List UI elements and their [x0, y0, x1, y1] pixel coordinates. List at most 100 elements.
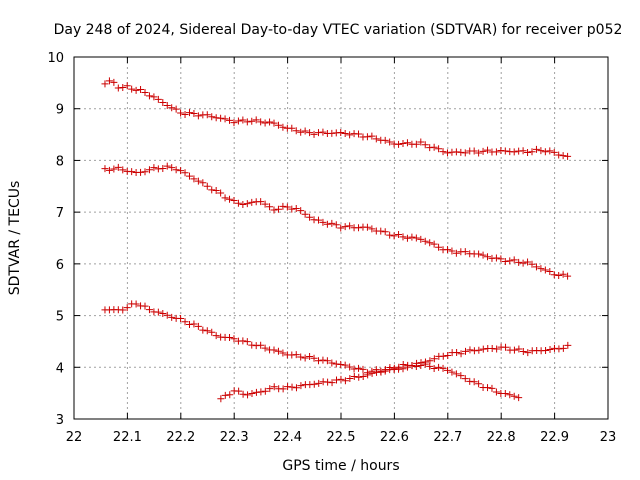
data-point	[337, 375, 345, 383]
data-point	[332, 221, 340, 229]
data-series	[101, 77, 572, 403]
data-point	[430, 240, 438, 248]
data-point	[421, 358, 429, 366]
data-point	[417, 235, 425, 243]
data-point	[261, 119, 269, 127]
data-point	[168, 164, 176, 172]
data-point	[328, 359, 336, 367]
data-point	[159, 98, 167, 106]
data-point	[261, 344, 269, 352]
data-point	[430, 364, 438, 372]
data-point	[190, 175, 198, 183]
data-point	[359, 372, 367, 380]
data-point	[501, 147, 509, 155]
data-point	[212, 332, 220, 340]
data-point	[266, 203, 274, 211]
data-point	[310, 380, 318, 388]
data-point	[141, 302, 149, 310]
data-point	[555, 272, 563, 280]
data-point	[346, 363, 354, 371]
data-point	[537, 147, 545, 155]
data-point	[110, 165, 118, 173]
data-point	[266, 385, 274, 393]
data-point	[217, 114, 225, 122]
data-point	[479, 345, 487, 353]
data-point	[181, 318, 189, 326]
data-point	[426, 357, 434, 365]
data-point	[381, 366, 389, 374]
data-point	[257, 118, 265, 126]
data-point	[114, 84, 122, 92]
data-point	[519, 259, 527, 267]
data-point	[555, 151, 563, 159]
data-point	[555, 345, 563, 353]
data-point	[444, 351, 452, 359]
data-point	[510, 148, 518, 156]
data-point	[550, 271, 558, 279]
x-tick-label: 23	[600, 430, 617, 445]
data-point	[403, 139, 411, 147]
data-point	[137, 168, 145, 176]
data-point	[208, 328, 216, 336]
data-point	[297, 353, 305, 361]
data-point	[288, 124, 296, 132]
data-point	[484, 146, 492, 154]
data-point	[145, 306, 153, 314]
data-point	[212, 187, 220, 195]
data-point	[346, 375, 354, 383]
data-point	[430, 355, 438, 363]
data-point	[150, 93, 158, 101]
y-tick-label: 10	[47, 51, 64, 66]
data-point	[181, 110, 189, 118]
data-point	[515, 345, 523, 353]
data-point	[559, 270, 567, 278]
data-point	[479, 147, 487, 155]
data-point	[301, 210, 309, 218]
x-tick-label: 22.7	[433, 430, 462, 445]
data-point	[279, 385, 287, 393]
data-point	[323, 220, 331, 228]
data-point	[532, 145, 540, 153]
data-point	[546, 267, 554, 275]
data-point	[363, 133, 371, 141]
data-point	[492, 148, 500, 156]
data-point	[452, 148, 460, 156]
data-point	[452, 249, 460, 257]
data-point	[257, 198, 265, 206]
data-point	[252, 116, 260, 124]
data-point	[470, 347, 478, 355]
data-point	[319, 218, 327, 226]
data-point	[524, 349, 532, 357]
data-point	[319, 356, 327, 364]
data-point	[199, 179, 207, 187]
data-point	[159, 309, 167, 317]
data-point	[421, 237, 429, 245]
data-point	[297, 128, 305, 136]
data-point	[399, 361, 407, 369]
data-point	[346, 222, 354, 230]
data-point	[217, 395, 225, 403]
data-point	[301, 354, 309, 362]
data-point	[239, 200, 247, 208]
data-point	[274, 121, 282, 129]
data-point	[226, 116, 234, 124]
data-point	[141, 168, 149, 176]
data-point	[435, 145, 443, 153]
data-point	[239, 337, 247, 345]
data-point	[421, 141, 429, 149]
data-point	[226, 391, 234, 399]
data-point	[168, 104, 176, 112]
series-4	[217, 341, 572, 403]
data-point	[559, 344, 567, 352]
data-point	[541, 148, 549, 156]
data-point	[390, 364, 398, 372]
data-point	[105, 77, 113, 85]
data-point	[226, 195, 234, 203]
chart-title: Day 248 of 2024, Sidereal Day-to-day VTE…	[54, 22, 623, 38]
data-point	[439, 352, 447, 360]
data-point	[337, 128, 345, 136]
x-tick-label: 22.5	[327, 430, 356, 445]
data-point	[119, 83, 127, 91]
data-point	[248, 389, 256, 397]
